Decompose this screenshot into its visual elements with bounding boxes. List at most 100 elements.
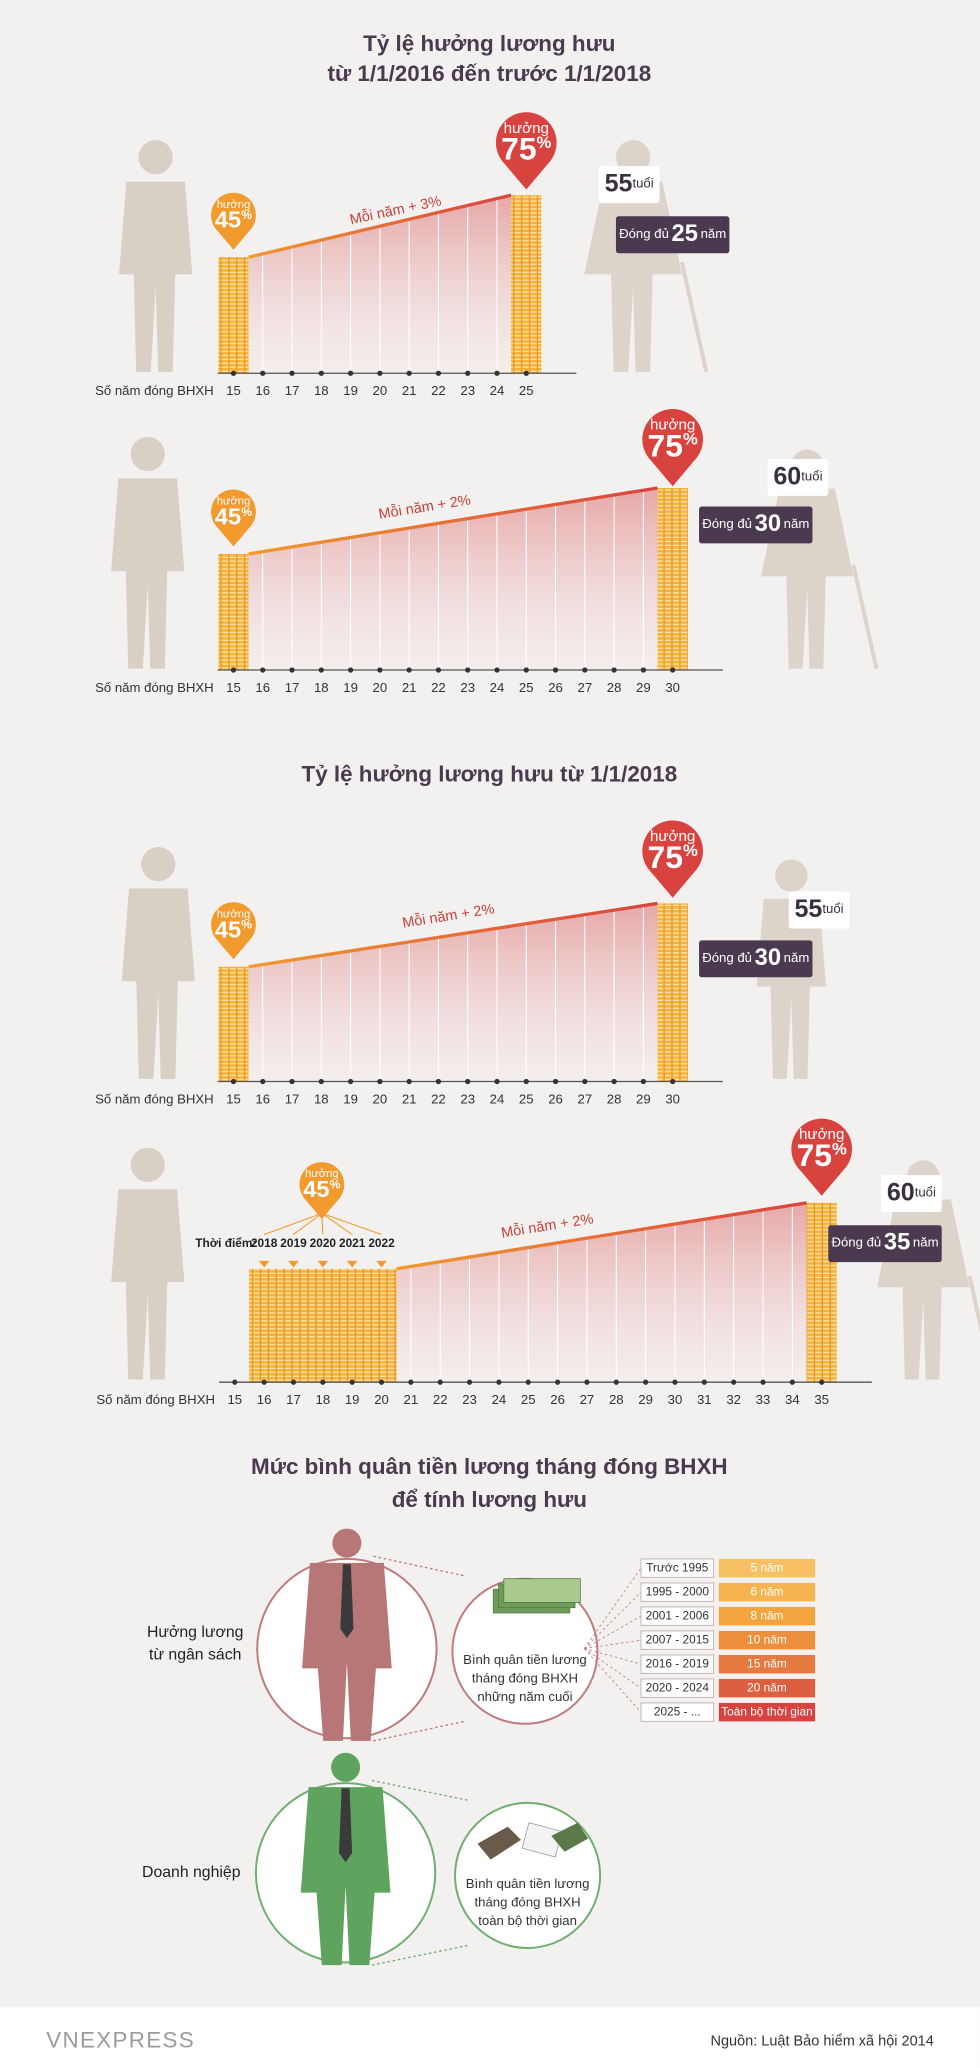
age: 60tuổi — [887, 1178, 936, 1206]
tick-label: 15 — [226, 1091, 241, 1106]
tick-label: 24 — [492, 1392, 507, 1407]
head — [331, 1752, 361, 1782]
tick-label: 19 — [343, 383, 358, 398]
tick-dot — [584, 1379, 590, 1385]
tick-dot — [378, 1379, 385, 1385]
coin-stack — [657, 903, 688, 1082]
tick-dot — [611, 1078, 617, 1085]
tick-label: 30 — [665, 1091, 680, 1106]
tick-dot — [406, 1078, 412, 1085]
row-link — [584, 1615, 642, 1649]
tick-label: 25 — [519, 680, 534, 695]
duration-box — [718, 1558, 816, 1578]
tick-dot — [377, 667, 383, 673]
period: 2019 — [280, 1236, 307, 1250]
duration-box — [718, 1678, 816, 1698]
tick-label: 25 — [519, 383, 534, 398]
source: Nguồn: Luật Bảo hiểm xã hội 2014 — [710, 2033, 933, 2049]
paid-part: năm — [784, 516, 810, 531]
tick-dot — [523, 667, 529, 673]
axis-label: Số năm đóng BHXH — [95, 383, 214, 398]
slope-label: Mỗi năm + 2% — [500, 1210, 595, 1241]
duration-box — [718, 1606, 816, 1626]
axis-label: Số năm đóng BHXH — [96, 1392, 215, 1407]
tick-dot — [435, 370, 442, 376]
period-arrow — [258, 1260, 270, 1268]
rate-line — [396, 1201, 807, 1271]
period: 2022 — [368, 1236, 395, 1250]
tick-label: 23 — [460, 1091, 475, 1106]
pin — [211, 902, 256, 960]
head — [332, 1528, 362, 1558]
paid: Đóng đủ 35 năm — [831, 1230, 938, 1256]
tick-dot — [435, 1078, 442, 1085]
silhouette-body — [111, 1189, 185, 1380]
tick-dot — [494, 1078, 500, 1085]
tick-label: 18 — [314, 680, 329, 695]
tick-label: 17 — [285, 383, 300, 398]
group-label: Doanh nghiệp — [142, 1864, 241, 1881]
paid-part: năm — [784, 950, 810, 965]
rate-area — [396, 1202, 807, 1383]
rate-line — [248, 193, 512, 259]
tick-label: 22 — [433, 1392, 448, 1407]
pin-label: hưởng — [650, 828, 695, 845]
paid-part: năm — [701, 226, 727, 241]
note: toàn bộ thời gian — [478, 1913, 577, 1928]
coin-stack — [366, 1268, 397, 1383]
tick-label: 26 — [548, 1091, 563, 1106]
tick-label: 32 — [726, 1392, 741, 1407]
pin-label: hưởng — [305, 1168, 339, 1180]
paid: Đóng đủ 25 năm — [619, 221, 726, 247]
tick-dot — [613, 1379, 619, 1385]
group-label: từ ngân sách — [149, 1646, 241, 1663]
paid-part: Đóng đủ — [702, 516, 752, 531]
tick-label: 29 — [636, 1091, 651, 1106]
pin-label: hưởng — [799, 1126, 844, 1143]
paid-part: năm — [913, 1235, 939, 1250]
age-part: tuổi — [915, 1185, 936, 1200]
tick-label: 22 — [431, 1091, 446, 1106]
period-box — [640, 1558, 715, 1578]
logo: VNEXPRESS — [46, 2028, 195, 2053]
period-cell: 1995 - 2000 — [646, 1584, 710, 1598]
silhouette-body — [119, 181, 193, 372]
pin-rate: 45% — [215, 207, 252, 233]
tick-dot — [318, 667, 324, 673]
tick-dot — [465, 667, 471, 673]
paid-part: 35 — [884, 1230, 910, 1256]
paid-part: 30 — [755, 945, 781, 971]
pin-label: hưởng — [217, 496, 251, 508]
note: tháng đóng BHXH — [472, 1670, 578, 1685]
tick-dot — [289, 667, 295, 673]
pin — [211, 489, 256, 547]
period-link — [321, 1212, 353, 1235]
pin-rate-part: 45 — [215, 504, 241, 530]
tick-dot — [552, 667, 559, 673]
period-box — [640, 1630, 715, 1650]
paid: Đóng đủ 30 năm — [702, 945, 809, 971]
tick-label: 20 — [373, 1091, 388, 1106]
tick-dot — [582, 1078, 588, 1085]
period-cell: 2007 - 2015 — [646, 1632, 710, 1646]
coin-stack — [248, 1268, 280, 1383]
tick-dot — [552, 1078, 559, 1085]
pin — [211, 192, 256, 250]
tick-dot — [318, 370, 324, 376]
coin-stack — [218, 966, 249, 1082]
tick-dot — [525, 1379, 531, 1385]
tick-dot — [496, 1379, 502, 1385]
tick-label: 20 — [374, 1392, 389, 1407]
silhouette-body — [111, 478, 185, 669]
tick-label: 16 — [255, 383, 270, 398]
hand — [477, 1826, 521, 1860]
duration-cell: 10 năm — [747, 1632, 787, 1646]
pin-rate-part: % — [241, 918, 252, 932]
age-box — [881, 1175, 942, 1213]
period-link — [293, 1212, 323, 1235]
pin-rate-part: 45 — [215, 207, 241, 233]
duration-box — [718, 1582, 816, 1602]
rate-line — [248, 486, 658, 556]
section-title: Tỷ lệ hưởng lương hưu — [363, 31, 615, 56]
tick-label: 21 — [404, 1392, 419, 1407]
